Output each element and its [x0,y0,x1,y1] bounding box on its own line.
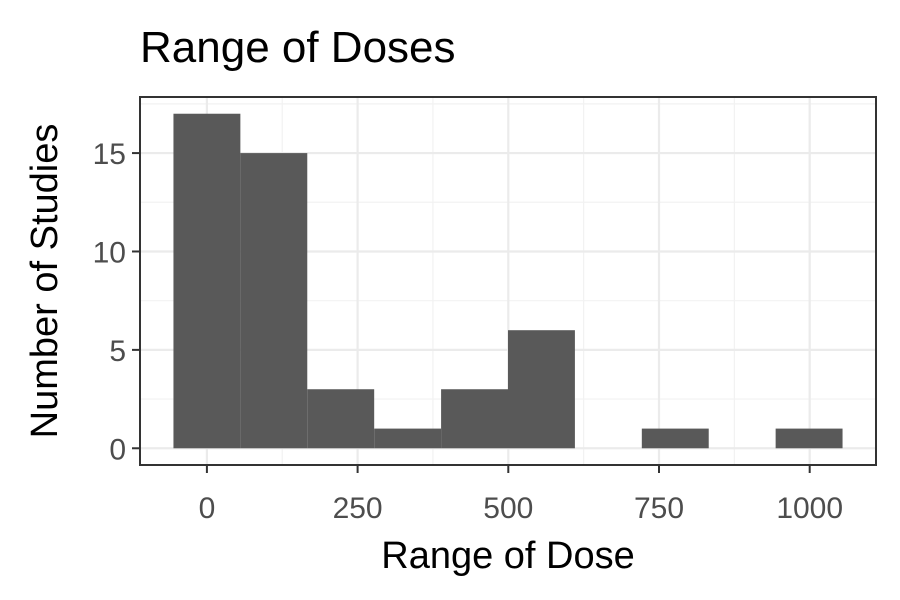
x-tick-label: 1000 [776,492,843,525]
histogram-bar [641,428,709,449]
y-tick-label: 0 [109,433,126,466]
y-axis-title: Number of Studies [24,124,66,439]
histogram-bar [240,153,308,449]
y-tick-label: 15 [93,138,126,171]
x-axis-title: Range of Dose [381,535,635,577]
x-tick-label: 750 [634,492,684,525]
histogram-bar [441,389,508,449]
x-tick-label: 250 [333,492,383,525]
chart-title: Range of Doses [140,23,456,72]
y-axis-ticks: 0 5 10 15 [93,138,140,466]
y-tick-label: 5 [109,335,126,368]
x-tick-label: 0 [199,492,216,525]
x-axis-ticks: 0 250 500 750 1000 [199,465,843,525]
histogram-bar [374,428,442,449]
histogram-bar [307,389,375,449]
y-tick-label: 10 [93,236,126,269]
histogram-bar [775,428,843,449]
histogram-bar [173,113,241,449]
histogram-bars [173,113,843,449]
histogram-bar [508,330,575,449]
x-tick-label: 500 [483,492,533,525]
